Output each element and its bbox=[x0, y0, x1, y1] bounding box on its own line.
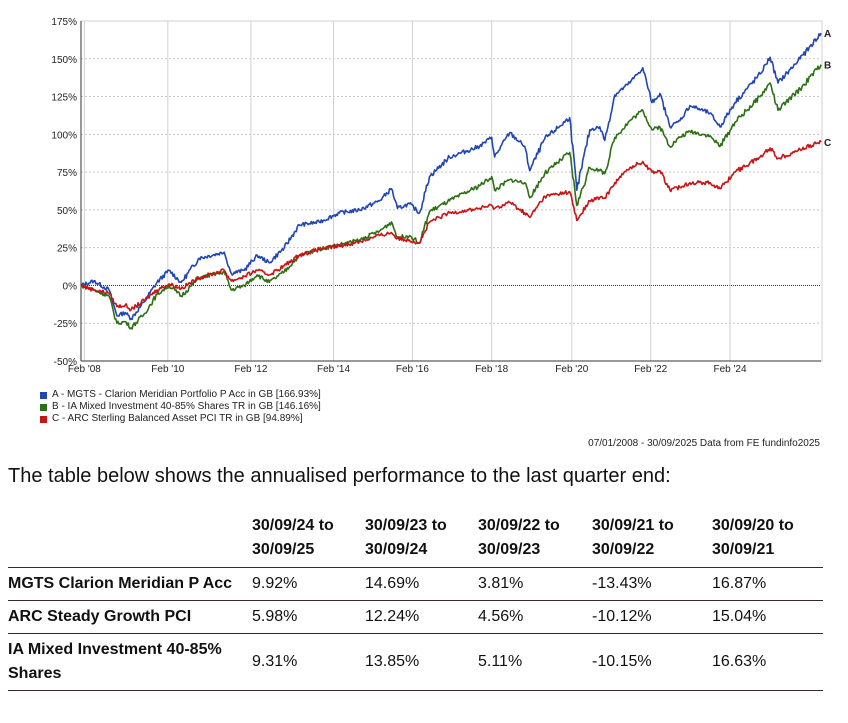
fund-name: MGTS Clarion Meridian P Acc bbox=[8, 575, 233, 592]
legend-swatch-b bbox=[40, 403, 47, 411]
y-tick-label: 0% bbox=[63, 281, 78, 292]
performance-line-chart: -50% -25% 0% 25% 50% 75% 100% 125% 150% 175% Feb '… bbox=[51, 17, 831, 375]
legend-item-b: B - IA Mixed Investment 40-85% Shares TR… bbox=[40, 401, 321, 413]
x-tick-label: Feb '24 bbox=[713, 364, 746, 375]
cell: 9.31% bbox=[252, 653, 298, 670]
header-period: 30/09/24 to 30/09/25 bbox=[252, 517, 334, 558]
cell: 3.81% bbox=[478, 575, 524, 592]
series-end-label: A bbox=[824, 29, 831, 40]
x-tick-label: Feb '20 bbox=[555, 364, 588, 375]
plot-frame bbox=[80, 20, 823, 362]
annualised-performance-table: 30/09/24 to 30/09/25 30/09/23 to 30/09/24 … bbox=[8, 510, 823, 691]
header-period: 30/09/23 to 30/09/24 bbox=[365, 517, 447, 558]
cell: 13.85% bbox=[365, 653, 420, 670]
legend-label-c: C - ARC Sterling Balanced Asset PCI TR i… bbox=[52, 413, 303, 424]
series-end-label: B bbox=[824, 61, 831, 72]
table-header-row: 30/09/24 to 30/09/25 30/09/23 to 30/09/24 … bbox=[8, 510, 823, 568]
legend-swatch-c bbox=[40, 415, 47, 423]
header-blank bbox=[8, 510, 252, 568]
header-period: 30/09/21 to 30/09/22 bbox=[592, 517, 674, 558]
legend-label-a: A - MGTS - Clarion Meridian Portfolio P … bbox=[52, 389, 321, 400]
y-tick-label: -25% bbox=[54, 319, 77, 330]
y-tick-label: 75% bbox=[57, 168, 77, 179]
series-end-label: C bbox=[824, 138, 831, 149]
table-row: MGTS Clarion Meridian P Acc 9.92% 14.69%… bbox=[8, 568, 823, 601]
y-tick-label: 100% bbox=[51, 130, 77, 141]
y-tick-label: 125% bbox=[51, 93, 77, 104]
y-tick-label: -50% bbox=[54, 357, 77, 368]
cell: 15.04% bbox=[712, 608, 767, 625]
y-tick-label: 150% bbox=[51, 55, 77, 66]
y-tick-label: 25% bbox=[57, 244, 77, 255]
legend-item-a: A - MGTS - Clarion Meridian Portfolio P … bbox=[40, 389, 321, 401]
x-tick-label: Feb '22 bbox=[634, 364, 667, 375]
cell: 5.98% bbox=[252, 608, 298, 625]
cell: 4.56% bbox=[478, 608, 524, 625]
cell: 9.92% bbox=[252, 575, 298, 592]
table-row: IA Mixed Investment 40-85% Shares 9.31% … bbox=[8, 634, 823, 691]
header-period: 30/09/22 to 30/09/23 bbox=[478, 517, 560, 558]
x-tick-label: Feb '18 bbox=[475, 364, 508, 375]
cell: 5.11% bbox=[478, 653, 523, 670]
series-line-b bbox=[80, 64, 822, 330]
legend-swatch-a bbox=[40, 391, 47, 399]
fund-name: ARC Steady Growth PCI bbox=[8, 608, 192, 625]
cell: -10.12% bbox=[592, 608, 652, 625]
cell: 14.69% bbox=[365, 575, 420, 592]
x-tick-label: Feb '10 bbox=[151, 364, 184, 375]
y-tick-label: 50% bbox=[57, 206, 77, 217]
cell: -13.43% bbox=[592, 575, 652, 592]
cell: 16.63% bbox=[712, 653, 767, 670]
legend-label-b: B - IA Mixed Investment 40-85% Shares TR… bbox=[52, 401, 321, 412]
data-source-note: 07/01/2008 - 30/09/2025 Data from FE fun… bbox=[588, 438, 820, 449]
x-tick-label: Feb '12 bbox=[234, 364, 267, 375]
x-tick-label: Feb '14 bbox=[317, 364, 350, 375]
y-tick-label: 175% bbox=[51, 17, 77, 28]
x-tick-label: Feb '08 bbox=[68, 364, 101, 375]
chart-legend: A - MGTS - Clarion Meridian Portfolio P … bbox=[40, 389, 321, 425]
cell: 12.24% bbox=[365, 608, 420, 625]
series-line-a bbox=[80, 32, 822, 321]
cell: -10.15% bbox=[592, 653, 652, 670]
x-tick-label: Feb '16 bbox=[396, 364, 429, 375]
legend-item-c: C - ARC Sterling Balanced Asset PCI TR i… bbox=[40, 413, 321, 425]
series-line-c bbox=[80, 139, 822, 312]
fund-name: IA Mixed Investment 40-85% Shares bbox=[8, 641, 222, 682]
header-period: 30/09/20 to 30/09/21 bbox=[712, 517, 794, 558]
table-intro-text: The table below shows the annualised per… bbox=[8, 465, 671, 487]
table-row: ARC Steady Growth PCI 5.98% 12.24% 4.56%… bbox=[8, 601, 823, 634]
cell: 16.87% bbox=[712, 575, 767, 592]
